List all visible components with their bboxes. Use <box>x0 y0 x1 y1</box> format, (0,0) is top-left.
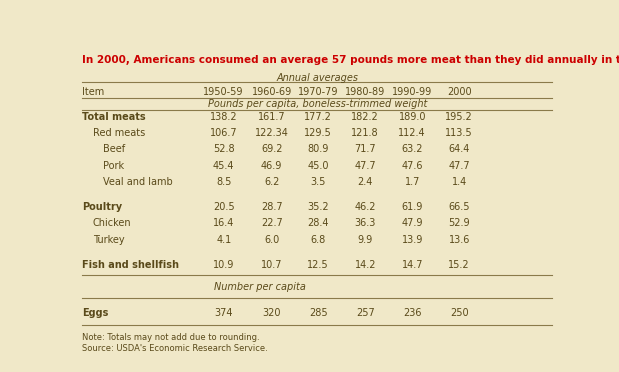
Text: 14.7: 14.7 <box>402 260 423 270</box>
Text: Pounds per capita, boneless-trimmed weight: Pounds per capita, boneless-trimmed weig… <box>207 99 427 109</box>
Text: Poultry: Poultry <box>82 202 123 212</box>
Text: 106.7: 106.7 <box>210 128 238 138</box>
Text: 71.7: 71.7 <box>355 144 376 154</box>
Text: 6.0: 6.0 <box>264 235 279 245</box>
Text: 52.8: 52.8 <box>213 144 235 154</box>
Text: 1960-69: 1960-69 <box>251 87 292 97</box>
Text: 45.0: 45.0 <box>308 161 329 171</box>
Text: 10.9: 10.9 <box>213 260 235 270</box>
Text: 9.9: 9.9 <box>358 235 373 245</box>
Text: 112.4: 112.4 <box>399 128 426 138</box>
Text: 374: 374 <box>214 308 233 318</box>
Text: 10.7: 10.7 <box>261 260 282 270</box>
Text: 1990-99: 1990-99 <box>392 87 432 97</box>
Text: Note: Totals may not add due to rounding.: Note: Totals may not add due to rounding… <box>82 333 260 341</box>
Text: 113.5: 113.5 <box>446 128 473 138</box>
Text: 12.5: 12.5 <box>308 260 329 270</box>
Text: 1950-59: 1950-59 <box>204 87 244 97</box>
Text: Pork: Pork <box>103 161 124 171</box>
Text: 122.34: 122.34 <box>255 128 288 138</box>
Text: Beef: Beef <box>103 144 126 154</box>
Text: 66.5: 66.5 <box>449 202 470 212</box>
Text: Chicken: Chicken <box>93 218 131 228</box>
Text: 46.2: 46.2 <box>355 202 376 212</box>
Text: 189.0: 189.0 <box>399 112 426 122</box>
Text: 22.7: 22.7 <box>261 218 282 228</box>
Text: 28.4: 28.4 <box>308 218 329 228</box>
Text: 14.2: 14.2 <box>355 260 376 270</box>
Text: 129.5: 129.5 <box>305 128 332 138</box>
Text: Veal and lamb: Veal and lamb <box>103 177 173 187</box>
Text: 6.2: 6.2 <box>264 177 279 187</box>
Text: 236: 236 <box>403 308 422 318</box>
Text: 8.5: 8.5 <box>216 177 232 187</box>
Text: 47.6: 47.6 <box>402 161 423 171</box>
Text: 1.7: 1.7 <box>405 177 420 187</box>
Text: Annual averages: Annual averages <box>276 73 358 83</box>
Text: 1980-89: 1980-89 <box>345 87 386 97</box>
Text: 250: 250 <box>450 308 469 318</box>
Text: 1.4: 1.4 <box>452 177 467 187</box>
Text: 4.1: 4.1 <box>216 235 232 245</box>
Text: 121.8: 121.8 <box>352 128 379 138</box>
Text: 63.2: 63.2 <box>402 144 423 154</box>
Text: 195.2: 195.2 <box>445 112 473 122</box>
Text: 320: 320 <box>262 308 281 318</box>
Text: Item: Item <box>82 87 105 97</box>
Text: 69.2: 69.2 <box>261 144 282 154</box>
Text: 3.5: 3.5 <box>311 177 326 187</box>
Text: Red meats: Red meats <box>93 128 145 138</box>
Text: 13.9: 13.9 <box>402 235 423 245</box>
Text: 6.8: 6.8 <box>311 235 326 245</box>
Text: 28.7: 28.7 <box>261 202 282 212</box>
Text: 20.5: 20.5 <box>213 202 235 212</box>
Text: 47.9: 47.9 <box>402 218 423 228</box>
Text: 46.9: 46.9 <box>261 161 282 171</box>
Text: 2000: 2000 <box>447 87 472 97</box>
Text: 35.2: 35.2 <box>308 202 329 212</box>
Text: 61.9: 61.9 <box>402 202 423 212</box>
Text: Eggs: Eggs <box>82 308 108 318</box>
Text: 47.7: 47.7 <box>355 161 376 171</box>
Text: 182.2: 182.2 <box>352 112 379 122</box>
Text: Turkey: Turkey <box>93 235 124 245</box>
Text: 177.2: 177.2 <box>305 112 332 122</box>
Text: 161.7: 161.7 <box>258 112 285 122</box>
Text: 52.9: 52.9 <box>448 218 470 228</box>
Text: 16.4: 16.4 <box>213 218 235 228</box>
Text: Total meats: Total meats <box>82 112 146 122</box>
Text: 80.9: 80.9 <box>308 144 329 154</box>
Text: 36.3: 36.3 <box>355 218 376 228</box>
Text: 257: 257 <box>356 308 374 318</box>
Text: 2.4: 2.4 <box>358 177 373 187</box>
Text: 45.4: 45.4 <box>213 161 235 171</box>
Text: Number per capita: Number per capita <box>214 282 306 292</box>
Text: Source: USDA's Economic Research Service.: Source: USDA's Economic Research Service… <box>82 344 268 353</box>
Text: 47.7: 47.7 <box>448 161 470 171</box>
Text: 138.2: 138.2 <box>210 112 238 122</box>
Text: 13.6: 13.6 <box>449 235 470 245</box>
Text: 64.4: 64.4 <box>449 144 470 154</box>
Text: Fish and shellfish: Fish and shellfish <box>82 260 179 270</box>
Text: 15.2: 15.2 <box>448 260 470 270</box>
Text: 1970-79: 1970-79 <box>298 87 339 97</box>
Text: 285: 285 <box>309 308 327 318</box>
Text: In 2000, Americans consumed an average 57 pounds more meat than they did annuall: In 2000, Americans consumed an average 5… <box>82 55 619 65</box>
